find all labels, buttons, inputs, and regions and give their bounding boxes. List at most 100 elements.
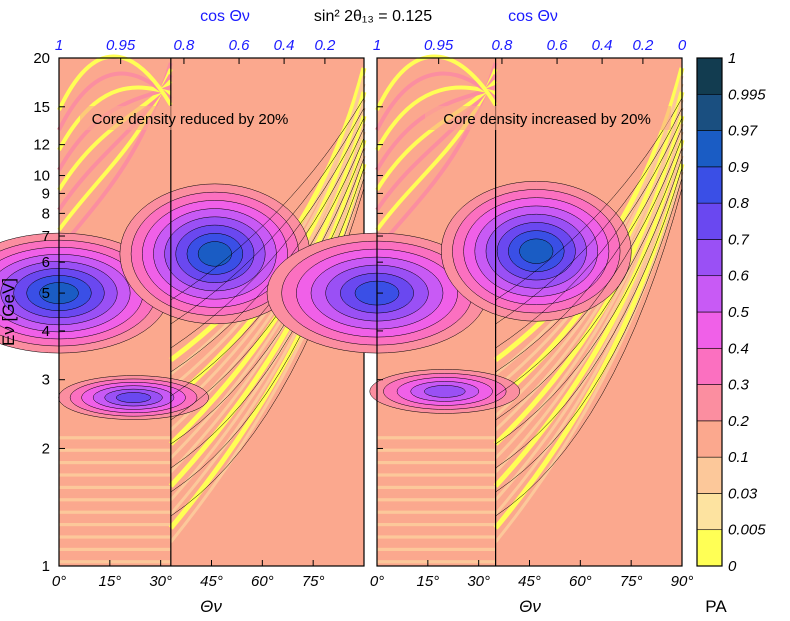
oscillation-band [494,155,684,515]
oscillation-band [57,54,173,111]
colorbar-segment [696,420,723,458]
oscillation-band [493,115,685,446]
band [59,529,171,533]
top-tick-label: 0.4 [592,37,613,54]
oscillation-band [493,139,685,488]
colorbar-tick-label: 0.6 [728,268,750,285]
chart-title: sin² 2θ₁₃ = 0.125 [314,8,432,25]
x-tick-label: 75° [302,573,325,590]
colorbar-tick-label: 0.3 [728,377,750,394]
top-tick-label: 1 [373,37,381,54]
band [59,430,171,434]
x-tick-label: 30° [149,573,172,590]
band [377,485,496,489]
contour-line [495,127,683,373]
panel-annotation-reduced: Core density reduced by 20% [92,111,289,128]
band [377,479,496,483]
colorbar-segment [696,384,723,422]
x-tick-label: 45° [200,573,223,590]
band [377,448,496,452]
band [377,498,496,502]
top-tick-label: 0.95 [424,37,454,54]
oscillation-band [169,147,366,501]
band [59,523,171,527]
colorbar-tick-label: 0.2 [728,413,750,430]
band [377,436,496,440]
band [377,473,496,477]
top-axis-label-right: cos Θν [508,8,558,25]
band [59,485,171,489]
oscillation-band [494,171,684,543]
oscillation-band [375,54,498,111]
band [377,529,496,533]
contour-line [170,107,365,325]
colorbar-segment [696,130,723,168]
colorbar-tick-label: 0.7 [728,231,750,248]
band [377,560,496,564]
x-axis-label-right: Θν [519,597,541,616]
contour-line [495,157,683,445]
band [377,516,496,520]
panel-core-increased: Core density increased by 20% [266,54,685,567]
x-tick-label: 60° [251,573,274,590]
colorbar-segment [696,493,723,531]
y-axis-label: Eν [GeV] [0,278,18,346]
contour-line [170,157,365,445]
y-tick-label: 15 [33,99,50,116]
band [377,492,496,496]
band [59,560,171,564]
colorbar-label: PA [705,597,727,616]
band [59,454,171,458]
colorbar-segment [696,166,723,204]
contour-line [495,117,683,349]
colorbar-tick-label: 0.005 [728,522,766,539]
probability-peak [519,238,554,264]
top-tick-label: 0.6 [229,37,251,54]
colorbar-tick-label: 0.03 [728,485,758,502]
probability-peak [197,241,232,267]
colorbar-segment [696,202,723,240]
top-axis-label-left: cos Θν [200,8,250,25]
band [377,442,496,446]
band [377,461,496,465]
colorbar-tick-label: 1 [728,50,736,67]
y-tick-label: 2 [42,440,50,457]
y-tick-label: 5 [42,285,50,302]
band [59,516,171,520]
probability-peak [424,385,466,398]
colorbar-segment [696,311,723,349]
oscillation-band [494,131,684,474]
top-tick-label: 0.8 [492,37,514,54]
panel-annotation-increased: Core density increased by 20% [443,111,651,128]
top-tick-label: 0.6 [547,37,569,54]
colorbar-segment [696,57,723,95]
colorbar-segment [696,347,723,385]
top-tick-label: 0.2 [632,37,654,54]
band [59,442,171,446]
contour-line [495,147,683,421]
contour-line [495,187,683,517]
panel-core-reduced: Core density reduced by 20% [0,54,367,567]
x-tick-label: 15° [416,573,439,590]
y-tick-label: 6 [42,254,50,271]
band [59,554,171,558]
oscillation-band [168,163,367,530]
band [377,535,496,539]
band [59,504,171,508]
oscillation-band [494,123,684,460]
oscillation-band [169,155,366,515]
colorbar-tick-label: 0.4 [728,340,749,357]
x-tick-label: 0° [52,573,66,590]
x-tick-label: 75° [620,573,643,590]
top-tick-label: 0 [678,37,687,54]
band [59,541,171,545]
band [377,547,496,551]
band [59,492,171,496]
x-axis-label-left: Θν [200,597,222,616]
colorbar-tick-label: 0.8 [728,195,750,212]
x-tick-label: 90° [671,573,694,590]
top-tick-label: 0.2 [314,37,336,54]
colorbar-tick-label: 0.995 [728,86,766,103]
contour-line [495,137,683,397]
